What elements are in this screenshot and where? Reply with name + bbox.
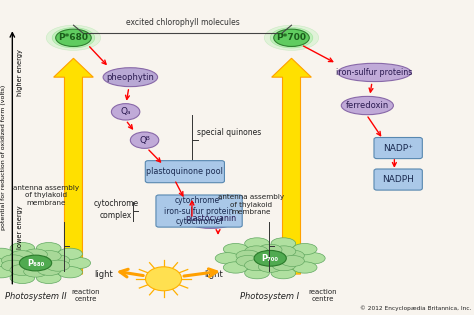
Ellipse shape: [281, 250, 304, 261]
Ellipse shape: [264, 25, 319, 50]
Text: cytochromeᵇ
iron-sulfur protein
cytochromef: cytochromeᵇ iron-sulfur protein cytochro…: [164, 196, 234, 226]
Ellipse shape: [275, 30, 308, 46]
Ellipse shape: [254, 250, 286, 266]
Text: NADP⁺: NADP⁺: [383, 144, 413, 152]
Ellipse shape: [130, 132, 159, 148]
Ellipse shape: [58, 266, 82, 278]
Ellipse shape: [245, 267, 269, 279]
Ellipse shape: [103, 68, 157, 87]
Ellipse shape: [281, 255, 304, 266]
Ellipse shape: [258, 261, 282, 272]
Ellipse shape: [66, 257, 91, 269]
Ellipse shape: [19, 255, 52, 271]
Ellipse shape: [274, 29, 309, 47]
Text: reaction
centre: reaction centre: [71, 289, 100, 302]
Text: P*680: P*680: [58, 33, 89, 42]
Text: Photosystem II: Photosystem II: [5, 292, 66, 301]
Text: reaction
centre: reaction centre: [308, 289, 337, 302]
Ellipse shape: [301, 253, 325, 264]
Ellipse shape: [272, 246, 296, 257]
Ellipse shape: [271, 238, 296, 249]
Text: NADPH: NADPH: [382, 175, 414, 184]
Text: plastoquinone pool: plastoquinone pool: [146, 167, 223, 176]
Text: special quinones: special quinones: [197, 128, 261, 137]
Ellipse shape: [58, 248, 82, 260]
Ellipse shape: [272, 260, 296, 271]
FancyBboxPatch shape: [374, 137, 422, 158]
Ellipse shape: [10, 250, 34, 261]
Ellipse shape: [258, 244, 282, 255]
Ellipse shape: [36, 272, 61, 284]
Ellipse shape: [10, 243, 35, 254]
Text: ferredoxin: ferredoxin: [346, 101, 389, 110]
Ellipse shape: [46, 25, 100, 50]
Text: antenna assembly
of thylakoid
membrane: antenna assembly of thylakoid membrane: [218, 194, 284, 215]
Text: Photosystem I: Photosystem I: [240, 292, 299, 301]
Ellipse shape: [236, 250, 260, 261]
Ellipse shape: [223, 262, 248, 273]
Text: cytochrome
complex: cytochrome complex: [93, 199, 139, 220]
FancyArrow shape: [272, 58, 311, 274]
Ellipse shape: [1, 260, 25, 271]
Ellipse shape: [245, 238, 269, 249]
Ellipse shape: [341, 96, 393, 115]
Text: Qᴮ: Qᴮ: [139, 136, 150, 145]
Ellipse shape: [36, 243, 61, 254]
Text: lower energy: lower energy: [17, 205, 23, 249]
FancyBboxPatch shape: [145, 161, 225, 183]
Ellipse shape: [236, 255, 260, 266]
Ellipse shape: [46, 255, 70, 266]
Ellipse shape: [57, 30, 90, 46]
Ellipse shape: [0, 257, 5, 269]
Ellipse shape: [337, 63, 411, 82]
Circle shape: [146, 267, 182, 291]
Ellipse shape: [10, 272, 35, 284]
Ellipse shape: [245, 260, 268, 271]
Ellipse shape: [245, 246, 268, 257]
Text: light: light: [204, 270, 223, 278]
Ellipse shape: [24, 266, 47, 277]
Ellipse shape: [0, 266, 13, 278]
Text: antenna assembly
of thylakoid
membrane: antenna assembly of thylakoid membrane: [13, 185, 80, 206]
Ellipse shape: [292, 243, 317, 255]
Ellipse shape: [10, 265, 34, 276]
Ellipse shape: [55, 29, 91, 47]
FancyArrow shape: [54, 58, 93, 274]
Ellipse shape: [24, 249, 47, 260]
Text: pheophytin: pheophytin: [106, 73, 155, 82]
Text: plastocyanin: plastocyanin: [185, 215, 237, 223]
FancyBboxPatch shape: [156, 195, 242, 227]
Text: © 2012 Encyclopædia Britannica, Inc.: © 2012 Encyclopædia Britannica, Inc.: [360, 306, 472, 311]
Ellipse shape: [52, 28, 95, 48]
Text: light: light: [94, 270, 113, 278]
FancyBboxPatch shape: [374, 169, 422, 190]
Text: higher energy: higher energy: [17, 49, 23, 96]
Ellipse shape: [0, 248, 13, 260]
Ellipse shape: [183, 209, 238, 228]
Text: iron-sulfur proteins: iron-sulfur proteins: [336, 68, 413, 77]
Ellipse shape: [270, 28, 313, 48]
Text: P*700: P*700: [276, 33, 307, 42]
Ellipse shape: [37, 265, 61, 276]
Ellipse shape: [271, 267, 296, 279]
Ellipse shape: [292, 262, 317, 273]
Text: P₇₀₀: P₇₀₀: [262, 254, 279, 263]
Ellipse shape: [37, 250, 61, 261]
Ellipse shape: [46, 260, 70, 271]
Text: Qₐ: Qₐ: [120, 107, 131, 116]
Ellipse shape: [1, 255, 25, 266]
Ellipse shape: [111, 104, 140, 120]
Ellipse shape: [223, 243, 248, 255]
Ellipse shape: [215, 253, 240, 264]
Text: P₆₈₀: P₆₈₀: [27, 259, 44, 267]
Text: excited chlorophyll molecules: excited chlorophyll molecules: [126, 18, 239, 27]
Text: potential for reduction of oxidized form (volts): potential for reduction of oxidized form…: [1, 85, 6, 230]
